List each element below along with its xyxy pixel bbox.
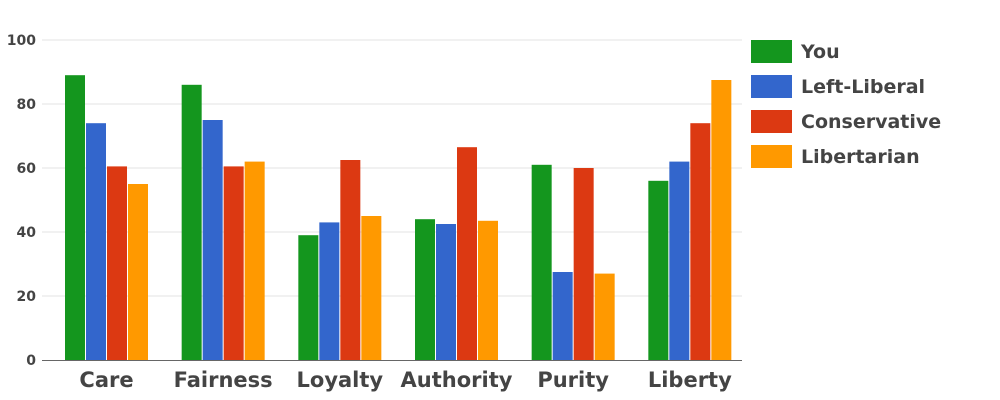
bar-authority-left-liberal [436, 224, 456, 360]
x-category-label: Fairness [174, 368, 273, 392]
bar-loyalty-left-liberal [319, 222, 340, 360]
legend-swatch-you [751, 40, 792, 63]
bar-fairness-libertarian [244, 161, 265, 360]
x-category-label: Liberty [648, 368, 732, 392]
legend-swatch-libertarian [751, 145, 792, 168]
bar-liberty-conservative [690, 123, 711, 360]
legend-label: Left-Liberal [801, 76, 925, 98]
bar-purity-conservative [573, 168, 594, 360]
bar-care-libertarian [128, 184, 148, 360]
bar-loyalty-you [298, 235, 319, 360]
bar-purity-libertarian [594, 273, 615, 360]
y-tick-label: 60 [17, 161, 37, 177]
x-category-label: Authority [401, 368, 513, 392]
bar-fairness-conservative [223, 166, 244, 360]
y-tick-label: 100 [7, 33, 36, 49]
bar-purity-left-liberal [552, 272, 573, 360]
bar-authority-conservative [457, 147, 477, 360]
bar-authority-libertarian [478, 220, 498, 360]
bar-liberty-libertarian [711, 80, 732, 360]
bar-liberty-left-liberal [669, 161, 690, 360]
bar-authority-you [415, 219, 435, 360]
legend-label: Conservative [801, 111, 941, 133]
bar-loyalty-conservative [340, 160, 361, 360]
y-tick-label: 0 [26, 353, 36, 369]
bar-care-you [65, 75, 85, 360]
x-category-label: Care [79, 368, 133, 392]
legend-swatch-left-liberal [751, 75, 792, 98]
bar-fairness-you [181, 84, 202, 361]
y-tick-label: 20 [17, 289, 37, 305]
legend-label: You [800, 41, 840, 63]
x-category-label: Purity [537, 368, 609, 392]
bar-care-conservative [107, 166, 127, 360]
x-category-label: Loyalty [297, 368, 384, 392]
bar-care-left-liberal [86, 123, 106, 360]
legend-label: Libertarian [801, 146, 920, 168]
legend-swatch-conservative [751, 110, 792, 133]
y-tick-label: 40 [17, 225, 37, 241]
y-tick-label: 80 [17, 97, 37, 113]
bar-liberty-you [648, 180, 669, 360]
bar-purity-you [531, 164, 552, 360]
bar-loyalty-libertarian [361, 216, 382, 360]
bar-fairness-left-liberal [202, 120, 223, 360]
